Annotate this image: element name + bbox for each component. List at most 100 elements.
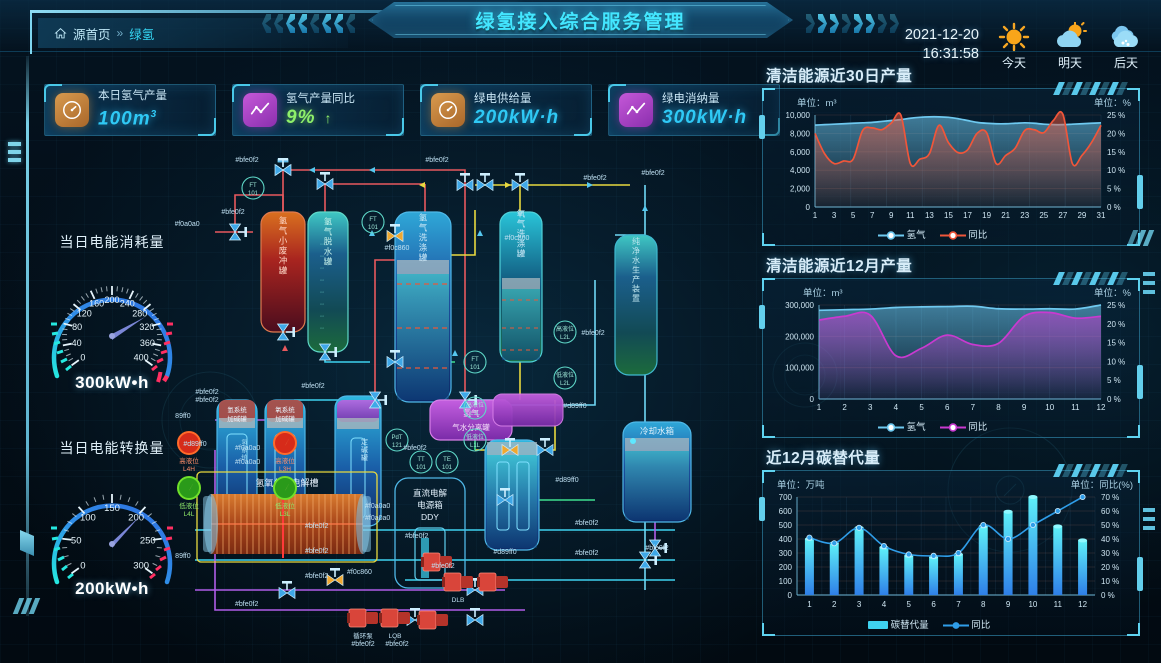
bar[interactable]	[829, 543, 839, 595]
legend-item-0[interactable]: 氢气	[878, 419, 926, 433]
gauge-title: 当日电能转换量	[59, 440, 165, 456]
instrument-icon[interactable]: TT 101	[409, 450, 433, 474]
legend-item-0[interactable]: 碳替代量	[868, 617, 929, 631]
x-tick-label: 17	[963, 211, 972, 220]
instrument-icon[interactable]: 高液位 L2L	[553, 320, 577, 344]
weather-day-tomorrow[interactable]: 明天	[1049, 21, 1091, 71]
legend-item-0[interactable]: 氢气	[878, 227, 926, 241]
data-point[interactable]	[880, 543, 887, 550]
kpi-card-hydrogen-output[interactable]: 本日氢气产量 100m3	[44, 84, 216, 136]
instrument-icon[interactable]: TE 101	[435, 450, 459, 474]
valve-icon[interactable]	[318, 343, 338, 361]
instrument-icon[interactable]: FT 101	[361, 210, 385, 234]
instrument-icon[interactable]: 低液位 L1L	[463, 428, 487, 452]
bar[interactable]	[978, 526, 988, 595]
pump-icon[interactable]: DLB	[442, 572, 473, 604]
breadcrumb-current[interactable]: 绿氢	[129, 27, 155, 42]
x-tick-label: 11	[1071, 403, 1080, 412]
chart-legend[interactable]: 氢气 同比	[878, 227, 987, 241]
valve-icon[interactable]	[386, 350, 404, 369]
pump-icon[interactable]	[417, 610, 448, 630]
data-point[interactable]	[955, 550, 962, 557]
instrument-icon[interactable]: PdT 121	[385, 428, 409, 452]
y2-tick-label: 5 %	[1107, 376, 1121, 385]
valve-icon[interactable]	[501, 438, 519, 457]
breadcrumb[interactable]: 源首页 » 绿氢	[38, 18, 348, 48]
pump-icon[interactable]	[421, 552, 452, 572]
valve-icon[interactable]	[228, 223, 248, 241]
process-diagram-svg[interactable]: 氢气小废冲罐 ◦◦ ◦◦ ◦◦ ◦◦ ◦◦ ◦◦ ◦◦ ◦◦ 氢气脱水罐 氢气洗涤罐	[175, 150, 750, 650]
data-point[interactable]	[905, 551, 912, 558]
instrument-icon[interactable]: 低液位 L2L	[553, 366, 577, 390]
chart-legend[interactable]: 碳替代量 同比	[868, 617, 990, 631]
data-point[interactable]	[1005, 536, 1012, 543]
pump-icon[interactable]: 循环泵	[347, 608, 378, 640]
valve-icon[interactable]	[466, 608, 484, 627]
data-point[interactable]	[1029, 522, 1036, 529]
weather-day-dayafter[interactable]: 后天	[1105, 22, 1147, 71]
kpi-card-green-power-consumption[interactable]: 绿电消纳量 300kW·h	[608, 84, 780, 136]
valve-icon[interactable]	[476, 173, 494, 192]
bar[interactable]	[1003, 511, 1013, 595]
gauge-value: 300kW•h	[75, 373, 149, 392]
valve-icon[interactable]	[278, 581, 296, 600]
svg-text:160: 160	[89, 299, 104, 309]
instrument-icon[interactable]: 高液位 L1L	[463, 396, 487, 420]
data-point[interactable]	[1054, 507, 1061, 514]
legend-item-1[interactable]: 同比	[939, 419, 987, 433]
data-point[interactable]	[980, 522, 987, 529]
bar[interactable]	[1053, 526, 1063, 595]
x-tick-label: 29	[1077, 211, 1086, 220]
svg-text:L4L: L4L	[184, 511, 195, 518]
bar[interactable]	[1078, 540, 1088, 595]
bar[interactable]	[854, 527, 864, 595]
valve-icon[interactable]	[276, 323, 296, 341]
valve-icon[interactable]	[648, 539, 668, 557]
kpi-card-green-power-supply[interactable]: 绿电供给量 200kW·h	[420, 84, 592, 136]
valve-icon[interactable]	[316, 172, 334, 191]
valve-icon[interactable]	[638, 551, 658, 569]
instrument-icon[interactable]: FT 101	[241, 176, 265, 200]
weather-day-label: 今天	[1001, 56, 1026, 70]
breadcrumb-home[interactable]: 源首页	[73, 27, 111, 42]
bar[interactable]	[904, 555, 914, 595]
process-flow-diagram[interactable]: 氢气小废冲罐 ◦◦ ◦◦ ◦◦ ◦◦ ◦◦ ◦◦ ◦◦ ◦◦ 氢气脱水罐 氢气洗涤罐	[175, 150, 750, 650]
valve-icon[interactable]	[386, 224, 404, 243]
bar[interactable]	[929, 557, 939, 595]
valve-icon[interactable]	[456, 173, 474, 192]
valve-icon[interactable]	[326, 568, 344, 587]
instrument-icon[interactable]: FT 101	[463, 350, 487, 374]
data-point[interactable]	[856, 524, 863, 531]
weather-day-today[interactable]: 今天	[993, 22, 1035, 71]
x-tick-label: 9	[1022, 403, 1027, 412]
valve-icon[interactable]	[368, 391, 388, 409]
valve-icon[interactable]	[536, 438, 554, 457]
data-point[interactable]	[1079, 494, 1086, 500]
pump-icon[interactable]	[477, 572, 508, 592]
svg-text:◦◦: ◦◦	[320, 326, 324, 332]
bar[interactable]	[953, 554, 963, 595]
legend-item-1[interactable]: 同比	[939, 227, 987, 241]
bar[interactable]	[1028, 497, 1038, 595]
right-tick-marks-lower	[1143, 508, 1155, 530]
chart-legend[interactable]: 氢气 同比	[878, 419, 987, 433]
valve-icon[interactable]	[496, 488, 514, 507]
pump-icon[interactable]: LQB	[379, 608, 410, 640]
legend-item-1[interactable]: 同比	[942, 617, 990, 631]
kpi-card-hydrogen-yoy[interactable]: 氢气产量同比 9% ↑	[232, 84, 404, 136]
valve-icon[interactable]	[274, 158, 292, 177]
data-point[interactable]	[831, 540, 838, 547]
bar[interactable]	[804, 539, 814, 595]
data-point[interactable]	[806, 534, 813, 541]
bar[interactable]	[879, 547, 889, 595]
data-point[interactable]	[930, 552, 937, 559]
diagram-label: #f0a0a0	[235, 445, 260, 452]
valve-icon[interactable]	[511, 173, 529, 192]
